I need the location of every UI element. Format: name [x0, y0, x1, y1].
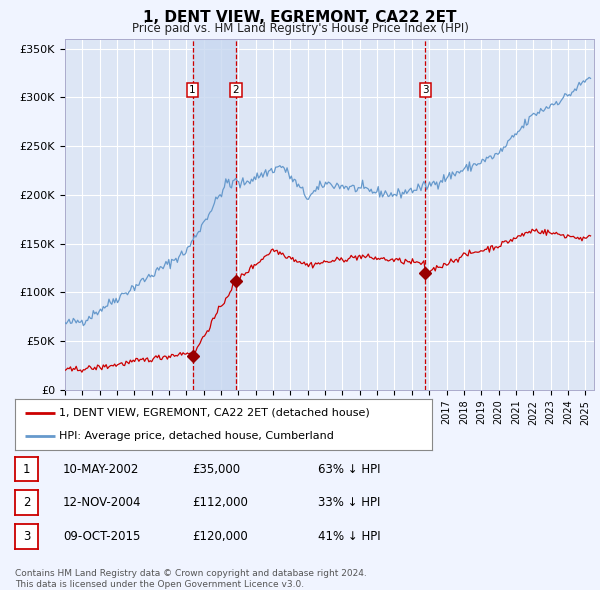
Text: 12-NOV-2004: 12-NOV-2004: [63, 496, 142, 509]
Text: £120,000: £120,000: [192, 530, 248, 543]
Text: 09-OCT-2015: 09-OCT-2015: [63, 530, 140, 543]
Text: 2: 2: [23, 496, 30, 509]
Text: Price paid vs. HM Land Registry's House Price Index (HPI): Price paid vs. HM Land Registry's House …: [131, 22, 469, 35]
Text: 1: 1: [189, 85, 196, 95]
Text: 33% ↓ HPI: 33% ↓ HPI: [318, 496, 380, 509]
Text: 3: 3: [422, 85, 428, 95]
Bar: [193, 39, 236, 390]
Text: £35,000: £35,000: [192, 463, 240, 476]
Text: 63% ↓ HPI: 63% ↓ HPI: [318, 463, 380, 476]
Text: 1: 1: [23, 463, 30, 476]
Text: HPI: Average price, detached house, Cumberland: HPI: Average price, detached house, Cumb…: [59, 431, 334, 441]
Text: 2: 2: [233, 85, 239, 95]
Text: Contains HM Land Registry data © Crown copyright and database right 2024.
This d: Contains HM Land Registry data © Crown c…: [15, 569, 367, 589]
Text: 1, DENT VIEW, EGREMONT, CA22 2ET (detached house): 1, DENT VIEW, EGREMONT, CA22 2ET (detach…: [59, 408, 370, 418]
Text: 10-MAY-2002: 10-MAY-2002: [63, 463, 139, 476]
Text: 3: 3: [23, 530, 30, 543]
Text: 1, DENT VIEW, EGREMONT, CA22 2ET: 1, DENT VIEW, EGREMONT, CA22 2ET: [143, 10, 457, 25]
Text: 41% ↓ HPI: 41% ↓ HPI: [318, 530, 380, 543]
Text: £112,000: £112,000: [192, 496, 248, 509]
